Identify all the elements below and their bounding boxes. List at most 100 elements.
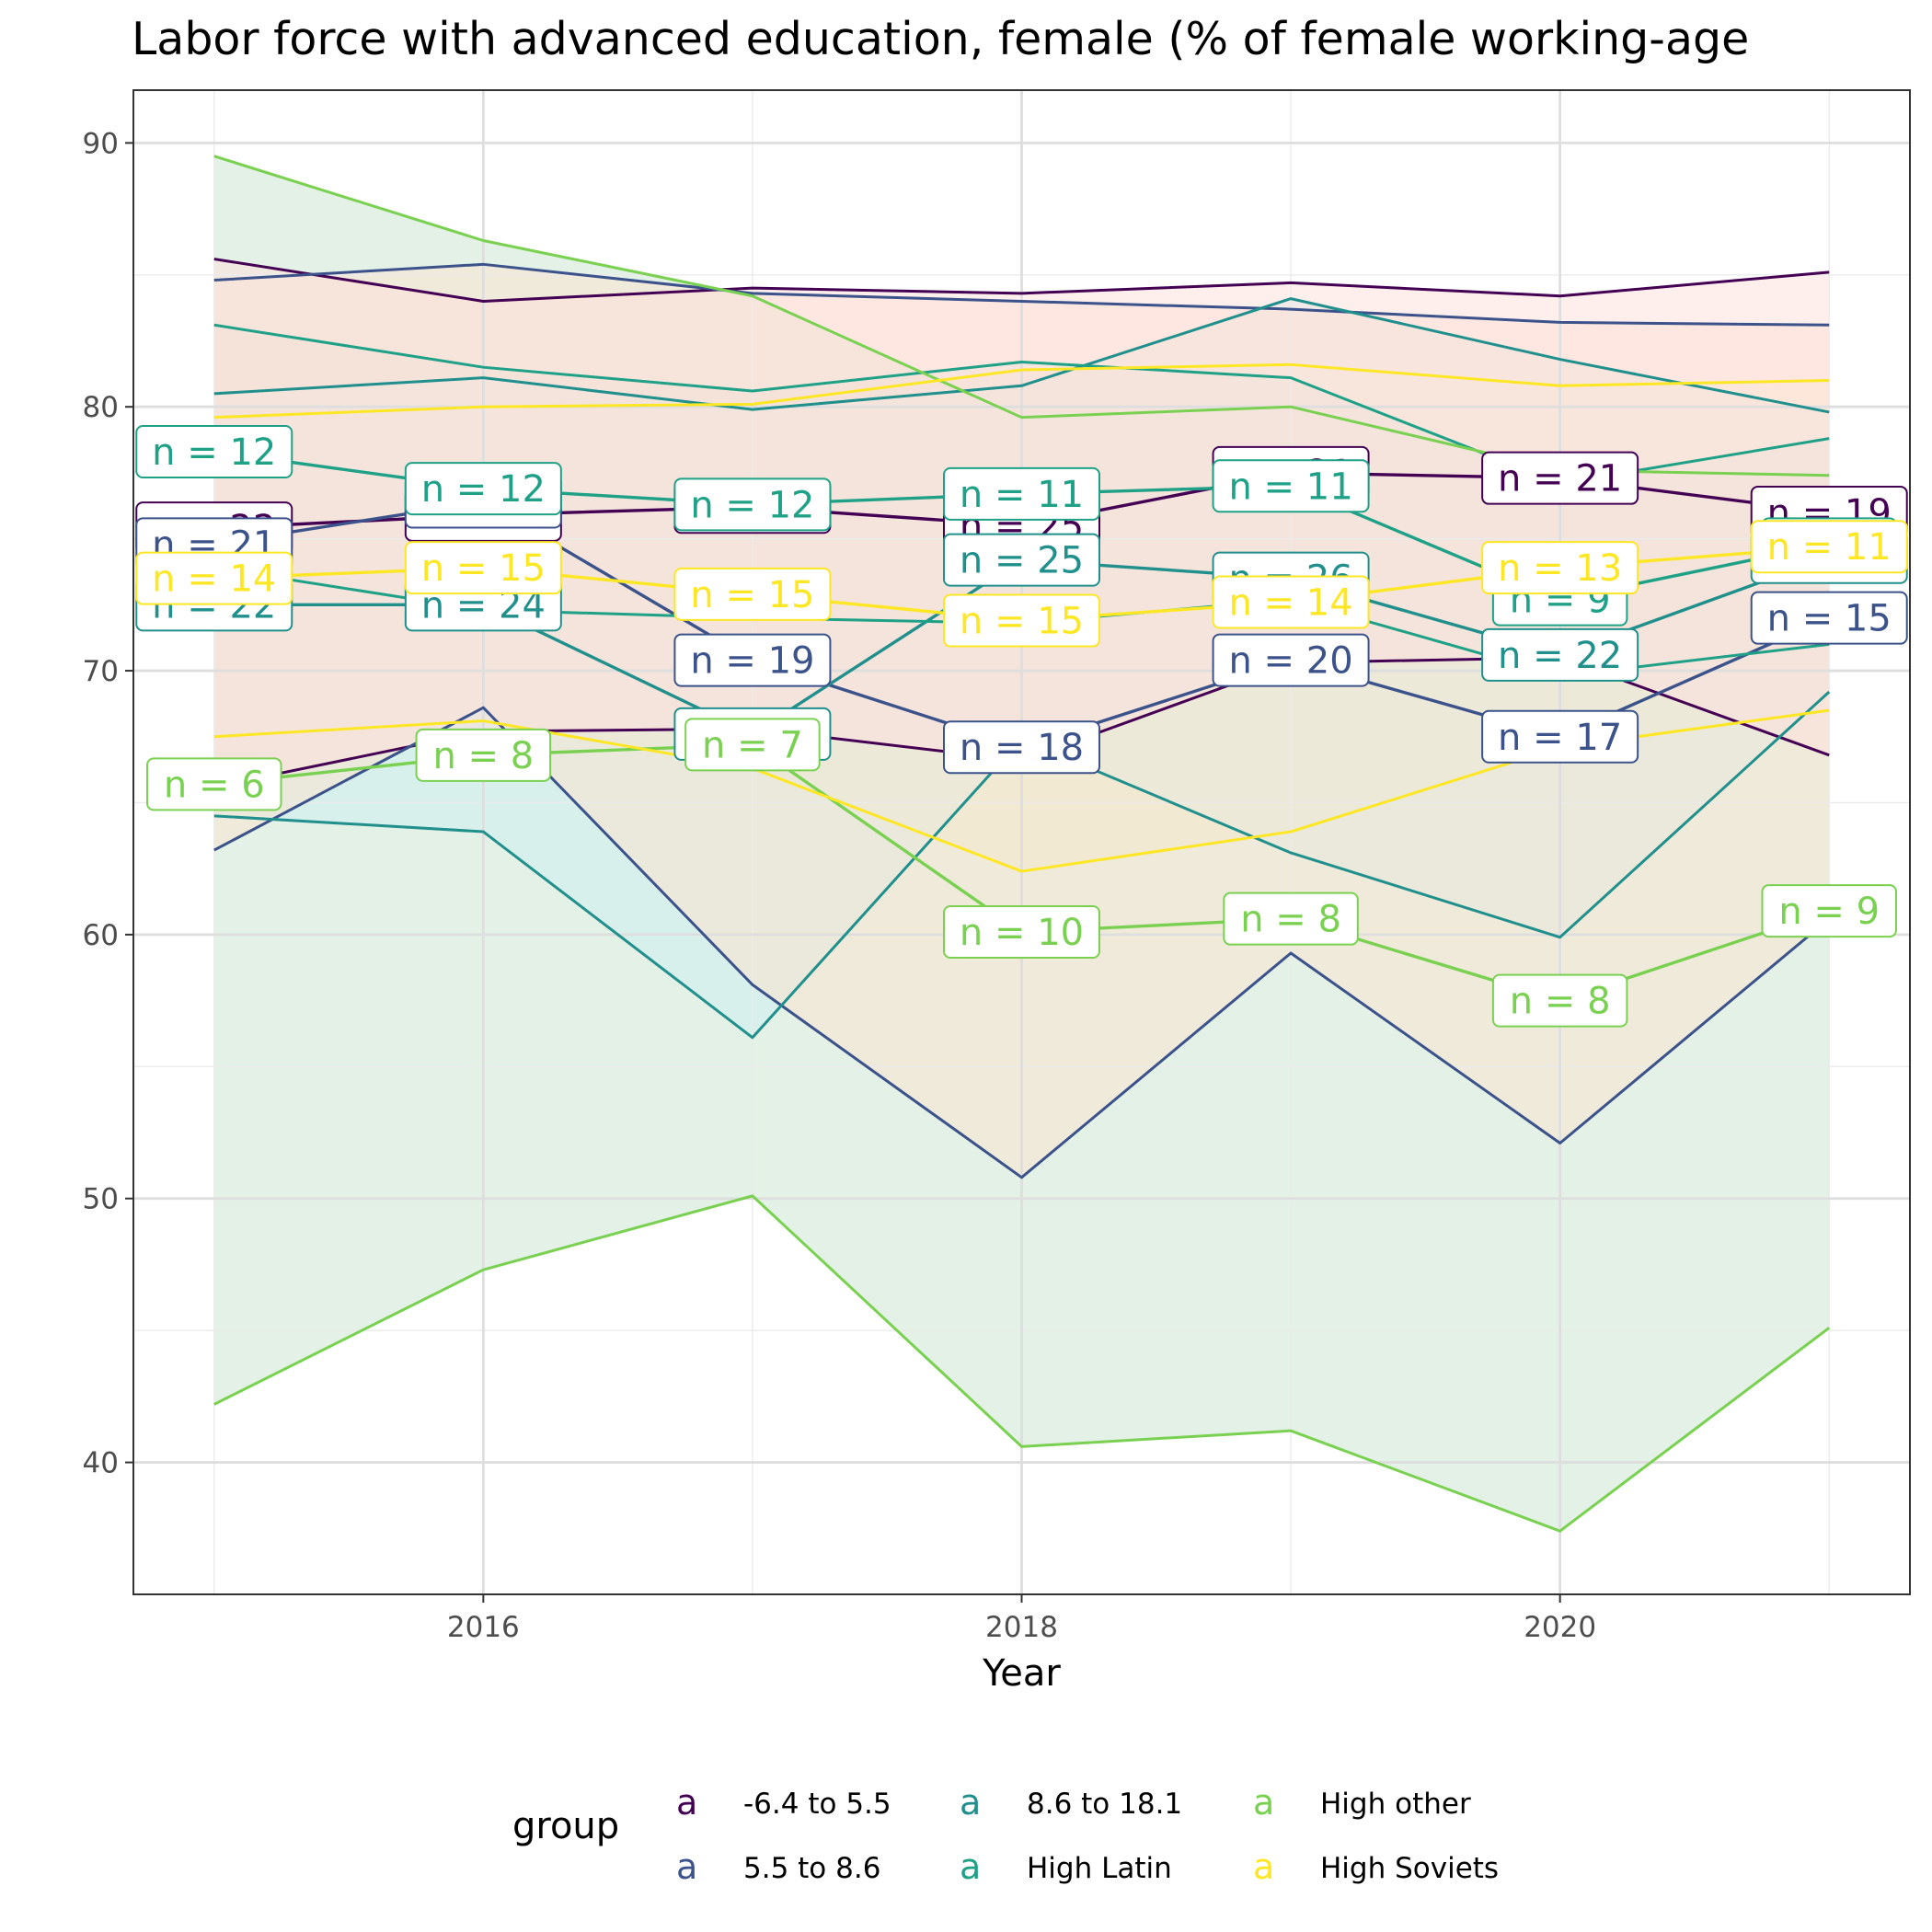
count-label-text: n = 15 <box>690 574 814 616</box>
count-label-text: n = 7 <box>702 724 803 766</box>
count-label-box <box>1750 520 1908 574</box>
count-label-text: n = 22 <box>1498 635 1622 677</box>
line-high-soviets-upper <box>213 362 1830 420</box>
count-label-8-6-to-18-1: n = 25 <box>943 533 1100 587</box>
legend-item-high-latin: a High Latin <box>960 1846 1172 1887</box>
count-label-high-soviets: n = 15 <box>943 593 1100 648</box>
y-tick-label: 70 <box>83 655 119 688</box>
legend-label: High other <box>1320 1788 1471 1821</box>
count-label-text: n = 17 <box>1498 717 1622 759</box>
count-label-text: n = 9 <box>1778 891 1880 933</box>
y-tick-label: 50 <box>83 1183 119 1216</box>
count-label-text: n = 18 <box>960 727 1084 769</box>
count-label-text: n = 11 <box>1228 466 1352 508</box>
count-label-5-5-to-8-6: n = 17 <box>1481 709 1639 764</box>
count-label-high-soviets: n = 15 <box>673 567 832 621</box>
count-label-5-5-to-8-6: n = 15 <box>1750 591 1908 645</box>
count-label-high-other: n = 8 <box>1223 891 1359 946</box>
count-label-text: n = 6 <box>164 764 265 806</box>
count-label-text: n = 11 <box>1767 526 1892 569</box>
legend-key: a <box>960 1846 981 1887</box>
legend-label: -6.4 to 5.5 <box>743 1788 891 1821</box>
legend-item-8-6-to-18-1: a 8.6 to 18.1 <box>960 1782 1182 1823</box>
count-label-high-latin: n = 11 <box>1212 459 1370 513</box>
count-label-box <box>404 462 562 516</box>
count-label-text: n = 15 <box>421 547 546 590</box>
count-label-high-other: n = 9 <box>1761 884 1897 938</box>
count-label-text: n = 10 <box>960 912 1084 954</box>
count-label-box <box>1481 451 1639 505</box>
count-label-text: n = 11 <box>960 474 1084 516</box>
count-label-box <box>943 593 1100 648</box>
count-label-text: n = 12 <box>690 484 814 526</box>
count-label-box <box>146 757 282 811</box>
y-tick-label: 60 <box>83 919 119 952</box>
axes: 40 50 60 70 80 90 2016 2018 2020 Year <box>83 89 1911 1695</box>
count-label-box <box>1212 633 1370 687</box>
count-label-high-other: n = 10 <box>943 905 1100 960</box>
count-label-high-other: n = 7 <box>684 718 821 772</box>
count-label-high-latin: n = 12 <box>673 477 832 532</box>
count-label-box <box>1761 884 1897 938</box>
legend-key: a <box>1253 1782 1274 1823</box>
count-label-high-other: n = 6 <box>146 757 282 811</box>
count-label-box <box>943 905 1100 960</box>
count-label-high-other: n = 8 <box>415 728 552 782</box>
count-label-text: n = 14 <box>152 558 276 601</box>
chart-title: Labor force with advanced education, fem… <box>132 13 1750 65</box>
legend-label: 5.5 to 8.6 <box>743 1852 880 1885</box>
legend-key: a <box>1253 1846 1274 1887</box>
count-label-5-5-to-8-6: n = 18 <box>943 720 1100 775</box>
count-label-high-soviets: n = 14 <box>1212 575 1370 629</box>
legend-label: 8.6 to 18.1 <box>1027 1788 1182 1821</box>
count-label-box <box>1212 459 1370 513</box>
count-label-box <box>943 533 1100 587</box>
count-label-6-4-to-5-5: n = 21 <box>1481 451 1639 505</box>
count-label-text: n = 12 <box>152 431 276 474</box>
legend-key: a <box>676 1846 697 1887</box>
line-5-5-to-8-6-upper <box>213 262 1830 327</box>
count-label-box <box>135 551 293 605</box>
count-label-box <box>684 718 821 772</box>
count-label-box <box>404 541 562 595</box>
count-label-box <box>1212 575 1370 629</box>
count-label-high-soviets: n = 14 <box>135 551 293 605</box>
legend-item-5-5-to-8-6: a 5.5 to 8.6 <box>676 1846 880 1887</box>
count-labels: n = 22n = 23n = 22n = 25n = 21n = 21n = … <box>135 424 1908 1028</box>
line-8-6-to-18-1-upper <box>213 297 1830 414</box>
count-label-box <box>943 466 1100 521</box>
count-label-high-latin: n = 12 <box>404 462 562 516</box>
count-label-box <box>1223 891 1359 946</box>
count-label-box <box>1481 709 1639 764</box>
count-label-high-soviets: n = 11 <box>1750 520 1908 574</box>
legend-label: High Latin <box>1027 1852 1172 1885</box>
count-label-text: n = 20 <box>1228 640 1352 683</box>
count-label-text: n = 14 <box>1228 581 1352 624</box>
count-label-text: n = 25 <box>960 540 1084 582</box>
line-5-5-to-8-6-lower <box>213 706 1831 1179</box>
count-label-high-latin: n = 11 <box>943 466 1100 521</box>
legend-item-6-4-to-5-5: a -6.4 to 5.5 <box>676 1782 891 1823</box>
count-label-text: n = 12 <box>421 468 546 511</box>
x-tick-label: 2016 <box>447 1611 520 1644</box>
y-tick-label: 90 <box>83 127 119 160</box>
count-label-box <box>1481 541 1639 595</box>
line-high-other-lower <box>213 1194 1831 1533</box>
count-label-high-other: n = 8 <box>1491 973 1628 1028</box>
count-label-box <box>415 728 552 782</box>
y-tick-label: 40 <box>83 1447 119 1480</box>
y-tick-label: 80 <box>83 391 119 424</box>
x-axis-title: Year <box>982 1652 1061 1695</box>
count-label-high-soviets: n = 13 <box>1481 541 1639 595</box>
count-label-box <box>1491 973 1628 1028</box>
count-label-text: n = 13 <box>1498 547 1622 590</box>
count-label-high-soviets: n = 15 <box>404 541 562 595</box>
count-label-text: n = 21 <box>1498 458 1622 500</box>
legend-key: a <box>676 1782 697 1823</box>
count-label-box <box>673 633 832 687</box>
count-label-box <box>1481 627 1639 682</box>
count-label-text: n = 19 <box>690 640 814 683</box>
legend-title: group <box>512 1805 619 1847</box>
count-label-high-latin: n = 12 <box>135 424 293 478</box>
